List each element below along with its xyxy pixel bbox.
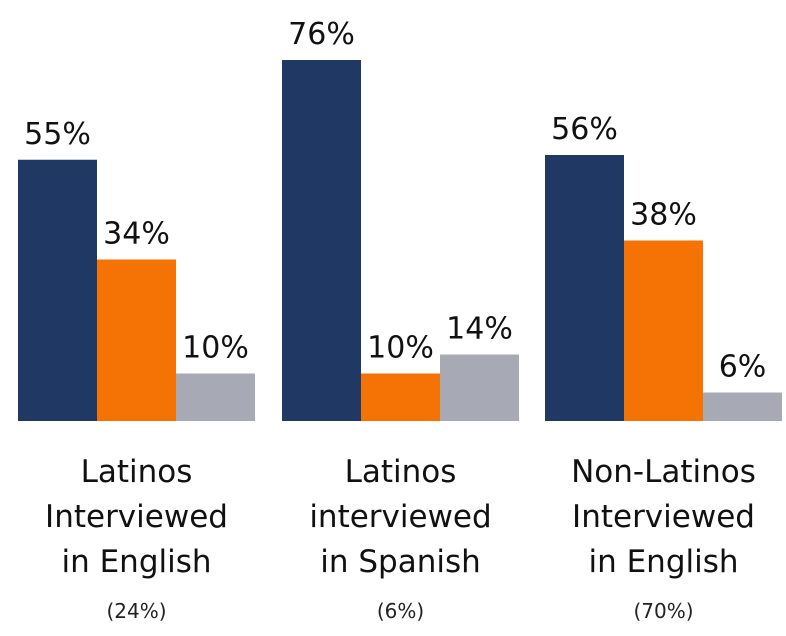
value-label-group2-gray: 14%: [446, 312, 513, 347]
value-label-group2-orange: 10%: [367, 331, 434, 366]
bar-group1-dark: [18, 159, 97, 421]
category-label-group3-line2: Interviewed: [572, 499, 755, 535]
share-label-group1: (24%): [106, 599, 166, 623]
category-label-group1-line1: Latinos: [81, 454, 193, 490]
bar-group2-dark: [282, 60, 361, 421]
value-labels-layer: 55% 34% 10% 76% 10% 14% 56% 38% 6%: [24, 17, 766, 385]
category-label-group3-line1: Non-Latinos: [571, 454, 756, 490]
bar-group2-orange: [361, 373, 440, 421]
share-label-group2: (6%): [377, 599, 424, 623]
share-label-group3: (70%): [633, 599, 693, 623]
category-label-group3-line3: in English: [588, 544, 738, 580]
bar-group3-gray: [703, 392, 782, 421]
bar-group2-gray: [440, 354, 519, 421]
category-label-group2-line1: Latinos: [345, 454, 457, 490]
category-label-group1-line2: Interviewed: [45, 499, 228, 535]
bar-group3-orange: [624, 240, 703, 421]
category-label-group2-line2: interviewed: [309, 499, 491, 535]
value-label-group1-gray: 10%: [182, 331, 249, 366]
value-label-group1-orange: 34%: [103, 217, 170, 252]
value-label-group2-dark: 76%: [288, 17, 355, 52]
category-labels-layer: Latinos Interviewed in English (24%) Latinos…: [45, 454, 756, 623]
category-label-group1-line3: in English: [61, 544, 211, 580]
value-label-group3-dark: 56%: [551, 112, 618, 147]
bars-layer: [18, 60, 782, 421]
value-label-group1-dark: 55%: [24, 117, 91, 152]
bar-group1-gray: [176, 373, 255, 421]
category-label-group2-line3: in Spanish: [320, 544, 481, 580]
bar-group3-dark: [545, 155, 624, 421]
value-label-group3-gray: 6%: [719, 350, 767, 385]
value-label-group3-orange: 38%: [630, 198, 697, 233]
bar-group1-orange: [97, 259, 176, 421]
